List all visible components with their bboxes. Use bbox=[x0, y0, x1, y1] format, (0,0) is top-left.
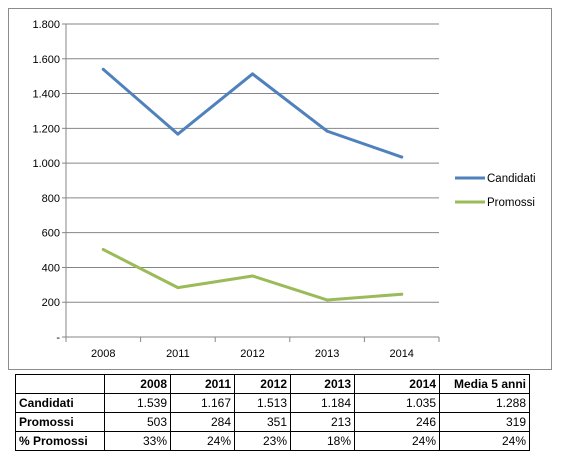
table-cell: 1.184 bbox=[290, 393, 355, 413]
x-tick-label: 2011 bbox=[166, 348, 190, 360]
table-cell: 23% bbox=[234, 431, 291, 451]
table-row: Promossi 503 284 351 213 246 319 bbox=[15, 412, 530, 432]
table-row: % Promossi 33% 24% 23% 18% 24% 24% bbox=[15, 431, 530, 451]
table-header-row: 2008 2011 2012 2013 2014 Media 5 anni bbox=[15, 374, 530, 394]
y-tick-label: 1.800 bbox=[32, 19, 60, 31]
row-label: % Promossi bbox=[15, 431, 105, 451]
series-line-candidati bbox=[101, 67, 404, 159]
row-label: Candidati bbox=[15, 393, 105, 413]
data-point-promossi bbox=[400, 292, 404, 296]
table-row: Candidati 1.539 1.167 1.513 1.184 1.035 … bbox=[15, 393, 530, 413]
table-cell: 24% bbox=[439, 431, 530, 451]
data-point-candidati bbox=[400, 155, 404, 159]
table-header-cell: 2014 bbox=[354, 374, 440, 394]
y-tick-label: 1.200 bbox=[32, 123, 60, 135]
series-lines bbox=[101, 67, 404, 302]
legend: Candidati Promossi bbox=[455, 173, 536, 209]
x-tick-label: 2014 bbox=[389, 348, 413, 360]
y-tick-label: 1.600 bbox=[32, 54, 60, 66]
table-cell: 503 bbox=[104, 412, 171, 432]
y-tick-label: 600 bbox=[42, 228, 60, 240]
table-header-cell: 2012 bbox=[234, 374, 291, 394]
data-point-candidati bbox=[251, 72, 254, 76]
data-point-promossi bbox=[251, 274, 254, 278]
x-tick-label: 2012 bbox=[240, 348, 264, 360]
data-point-promossi bbox=[101, 248, 105, 252]
legend-label-promossi: Promossi bbox=[487, 197, 535, 209]
table-cell: 1.035 bbox=[354, 393, 440, 413]
y-tick-label: 400 bbox=[42, 262, 60, 274]
data-point-promossi bbox=[325, 298, 329, 302]
table-cell: 319 bbox=[439, 412, 530, 432]
y-tick-label: 800 bbox=[42, 193, 60, 205]
table-header-cell: 2011 bbox=[170, 374, 235, 394]
x-tick-label: 2013 bbox=[315, 348, 339, 360]
table-cell: 1.539 bbox=[104, 393, 171, 413]
table-cell: 246 bbox=[354, 412, 440, 432]
x-tick-label: 2008 bbox=[91, 348, 115, 360]
data-point-promossi bbox=[176, 286, 180, 290]
table-header-cell: Media 5 anni bbox=[439, 374, 530, 394]
table-cell: 24% bbox=[354, 431, 440, 451]
y-tick-label: 200 bbox=[42, 297, 60, 309]
chart-area: - 200 400 600 800 1.000 1.200 1.400 1.600 1.800 20… bbox=[8, 8, 552, 370]
legend-label-candidati: Candidati bbox=[487, 173, 536, 185]
table-cell: 24% bbox=[170, 431, 235, 451]
table-cell: 284 bbox=[170, 412, 235, 432]
line-chart: - 200 400 600 800 1.000 1.200 1.400 1.600 1.800 20… bbox=[32, 19, 536, 360]
axes: - 200 400 600 800 1.000 1.200 1.400 1.600 1.800 20… bbox=[32, 19, 440, 360]
row-label: Promossi bbox=[15, 412, 105, 432]
y-tick-label: - bbox=[56, 332, 60, 344]
table-cell: 213 bbox=[290, 412, 355, 432]
table-cell: 351 bbox=[234, 412, 291, 432]
gridlines bbox=[66, 23, 439, 303]
table-cell: 1.288 bbox=[439, 393, 530, 413]
y-tick-label: 1.000 bbox=[32, 158, 60, 170]
table-cell: 1.167 bbox=[170, 393, 235, 413]
table-header-cell bbox=[15, 374, 105, 394]
y-tick-label: 1.400 bbox=[32, 89, 60, 101]
table-header-cell: 2013 bbox=[290, 374, 355, 394]
data-point-candidati bbox=[176, 132, 180, 136]
table-cell: 18% bbox=[290, 431, 355, 451]
table-header-cell: 2008 bbox=[104, 374, 171, 394]
data-point-candidati bbox=[101, 67, 105, 71]
data-point-candidati bbox=[325, 129, 329, 133]
data-table: 2008 2011 2012 2013 2014 Media 5 anni Ca… bbox=[15, 374, 530, 451]
table-cell: 1.513 bbox=[234, 393, 291, 413]
table-cell: 33% bbox=[104, 431, 171, 451]
